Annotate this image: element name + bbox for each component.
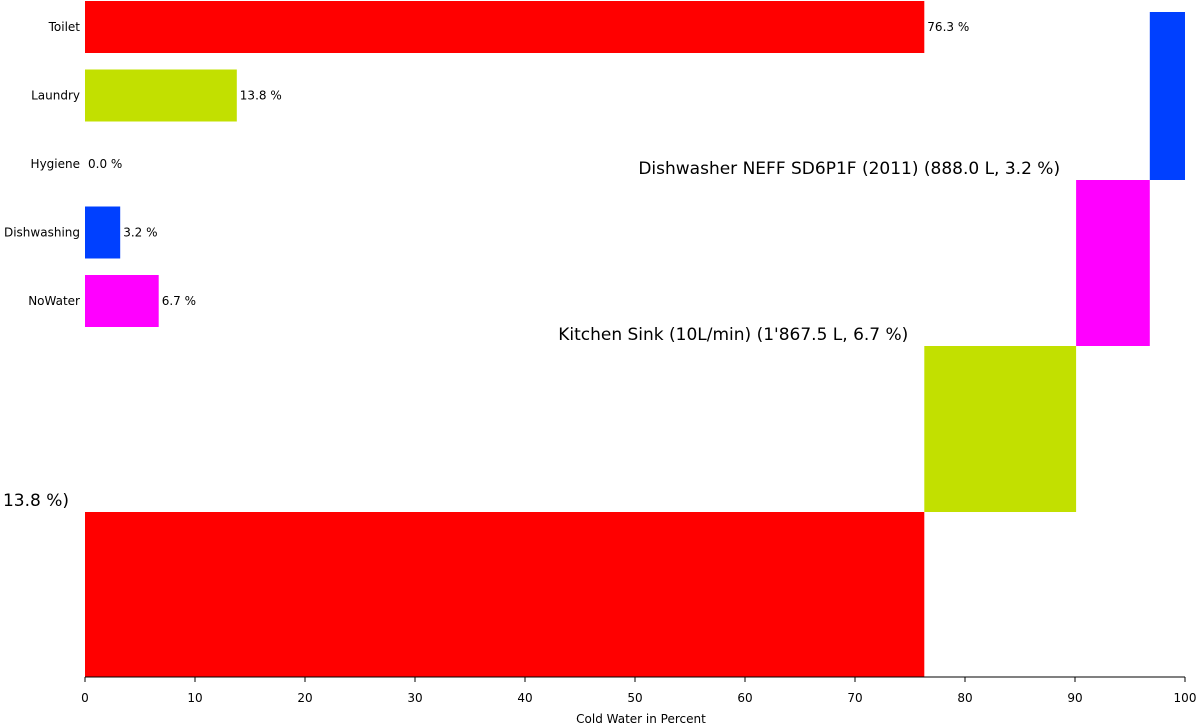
- category-label: Dishwashing: [4, 226, 80, 240]
- category-label: Laundry: [31, 89, 80, 103]
- waterfall-segment-label: Dishwasher NEFF SD6P1F (2011) (888.0 L, …: [638, 159, 1060, 179]
- category-bar-toilet: [85, 1, 925, 53]
- x-tick-label: 0: [81, 691, 89, 705]
- x-tick-label: 90: [1067, 691, 1082, 705]
- category-bars: Toilet 76.3 % Laundry 13.8 % Hygiene 0.0 % Dis…: [4, 1, 969, 327]
- waterfall-segment: [1149, 12, 1185, 180]
- x-axis: 0 10 20 30 40 50 60 70 80 90 100 Cold Water in Per…: [81, 676, 1196, 726]
- x-tick-label: 50: [627, 691, 642, 705]
- category-label: Toilet: [48, 20, 81, 34]
- x-tick-label: 70: [847, 691, 862, 705]
- x-tick-label: 30: [407, 691, 422, 705]
- category-label: NoWater: [28, 294, 80, 308]
- bar-value-label: 0.0 %: [88, 157, 122, 171]
- waterfall-segment: [924, 346, 1077, 512]
- bar-value-label: 6.7 %: [162, 294, 196, 308]
- x-axis-ticks: 0 10 20 30 40 50 60 70 80 90 100: [81, 677, 1196, 705]
- bar-value-label: 76.3 %: [927, 20, 969, 34]
- x-tick-label: 40: [517, 691, 532, 705]
- waterfall-segment-label: Washing Machine / Bosch WAE 28143 (3'850…: [0, 491, 69, 511]
- bar-value-label: 13.8 %: [240, 89, 282, 103]
- waterfall-segment: [1076, 180, 1150, 346]
- x-tick-label: 20: [297, 691, 312, 705]
- x-tick-label: 80: [957, 691, 972, 705]
- x-tick-label: 60: [737, 691, 752, 705]
- waterfall-bars: Washing Machine / Bosch WAE 28143 (3'850…: [0, 12, 1185, 677]
- category-bar-nowater: [85, 275, 159, 327]
- x-tick-label: 100: [1174, 691, 1197, 705]
- waterfall-segment: [85, 512, 925, 677]
- category-bar-dishwashing: [85, 206, 121, 259]
- bar-value-label: 3.2 %: [123, 226, 157, 240]
- waterfall-segment-label: Kitchen Sink (10L/min) (1'867.5 L, 6.7 %…: [558, 325, 908, 345]
- x-tick-label: 10: [187, 691, 202, 705]
- category-label: Hygiene: [31, 157, 80, 171]
- category-bar-laundry: [85, 69, 237, 122]
- x-axis-title: Cold Water in Percent: [576, 712, 706, 726]
